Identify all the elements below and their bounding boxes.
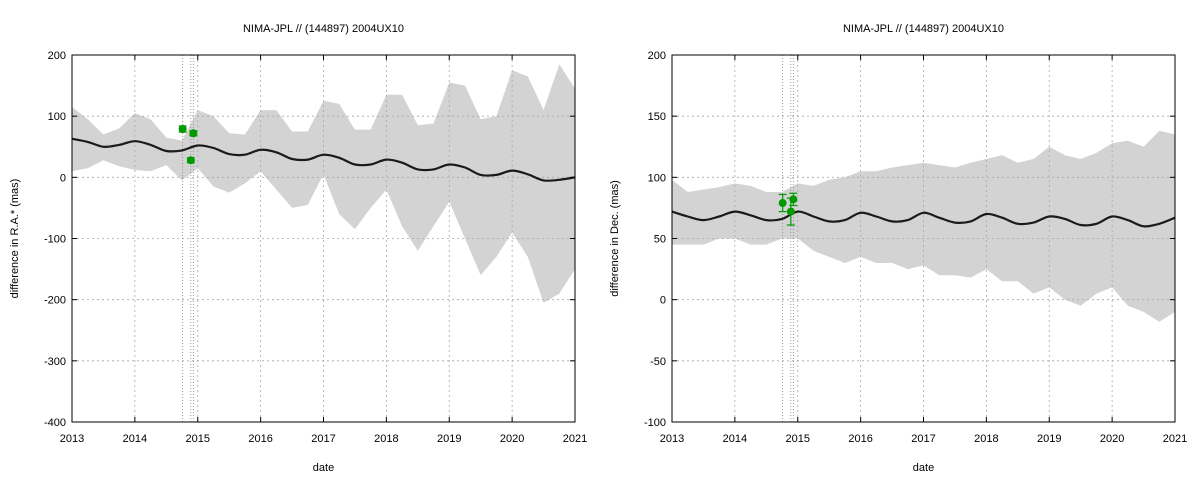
x-tick-label: 2021 <box>1163 433 1187 445</box>
y-tick-label: -400 <box>44 417 66 429</box>
plot-area <box>72 55 575 422</box>
y-tick-label: 0 <box>60 172 66 184</box>
x-tick-label: 2017 <box>311 433 335 445</box>
chart-title: NIMA-JPL // (144897) 2004UX10 <box>243 23 404 35</box>
observation-point <box>178 125 187 134</box>
y-tick-label: -100 <box>44 234 66 246</box>
mean-line <box>72 137 575 182</box>
y-tick-label: 100 <box>48 111 66 123</box>
y-tick-label: 0 <box>660 295 666 307</box>
chart-title: NIMA-JPL // (144897) 2004UX10 <box>843 23 1004 35</box>
y-tick-label: 50 <box>654 234 666 246</box>
x-tick-label: 2021 <box>563 433 587 445</box>
y-axis-label: difference in R.A.* (mas) <box>9 179 21 299</box>
x-tick-label: 2016 <box>248 433 272 445</box>
x-tick-label: 2013 <box>660 433 684 445</box>
x-tick-label: 2020 <box>500 433 524 445</box>
x-axis-label: date <box>313 462 334 474</box>
y-tick-label: -200 <box>44 295 66 307</box>
observation-point <box>778 199 787 208</box>
chart-panel-2: -100 -50 0 50 100 150 200 2013 2014 2015 2016 2017 2… <box>609 23 1187 474</box>
plot-area <box>672 55 1175 422</box>
x-tick-label: 2017 <box>911 433 935 445</box>
observation-point <box>189 129 198 138</box>
x-tick-label: 2019 <box>1037 433 1061 445</box>
x-tick-label: 2013 <box>60 433 84 445</box>
x-tick-label: 2019 <box>437 433 461 445</box>
mean-line <box>672 210 1175 228</box>
x-tick-label: 2018 <box>374 433 398 445</box>
observation-point <box>789 195 798 204</box>
y-tick-label: -50 <box>650 356 666 368</box>
y-tick-label: -100 <box>644 417 666 429</box>
x-tick-label: 2016 <box>848 433 872 445</box>
y-tick-label: 200 <box>648 50 666 62</box>
x-tick-label: 2014 <box>123 433 147 445</box>
y-tick-label: 100 <box>648 172 666 184</box>
x-tick-label: 2014 <box>723 433 747 445</box>
x-tick-label: 2018 <box>974 433 998 445</box>
uncertainty-band <box>72 64 575 303</box>
x-tick-label: 2015 <box>786 433 810 445</box>
y-axis-label: difference in Dec. (mas) <box>609 180 621 297</box>
observation-point <box>186 156 195 165</box>
chart-panel-1: -400 -300 -200 -100 0 100 200 2013 2014 2015 2016 2… <box>9 23 587 474</box>
x-tick-label: 2020 <box>1100 433 1124 445</box>
x-tick-label: 2015 <box>186 433 210 445</box>
y-tick-label: 200 <box>48 50 66 62</box>
x-axis-label: date <box>913 462 934 474</box>
y-tick-label: 150 <box>648 111 666 123</box>
observation-point <box>786 207 795 216</box>
y-tick-label: -300 <box>44 356 66 368</box>
